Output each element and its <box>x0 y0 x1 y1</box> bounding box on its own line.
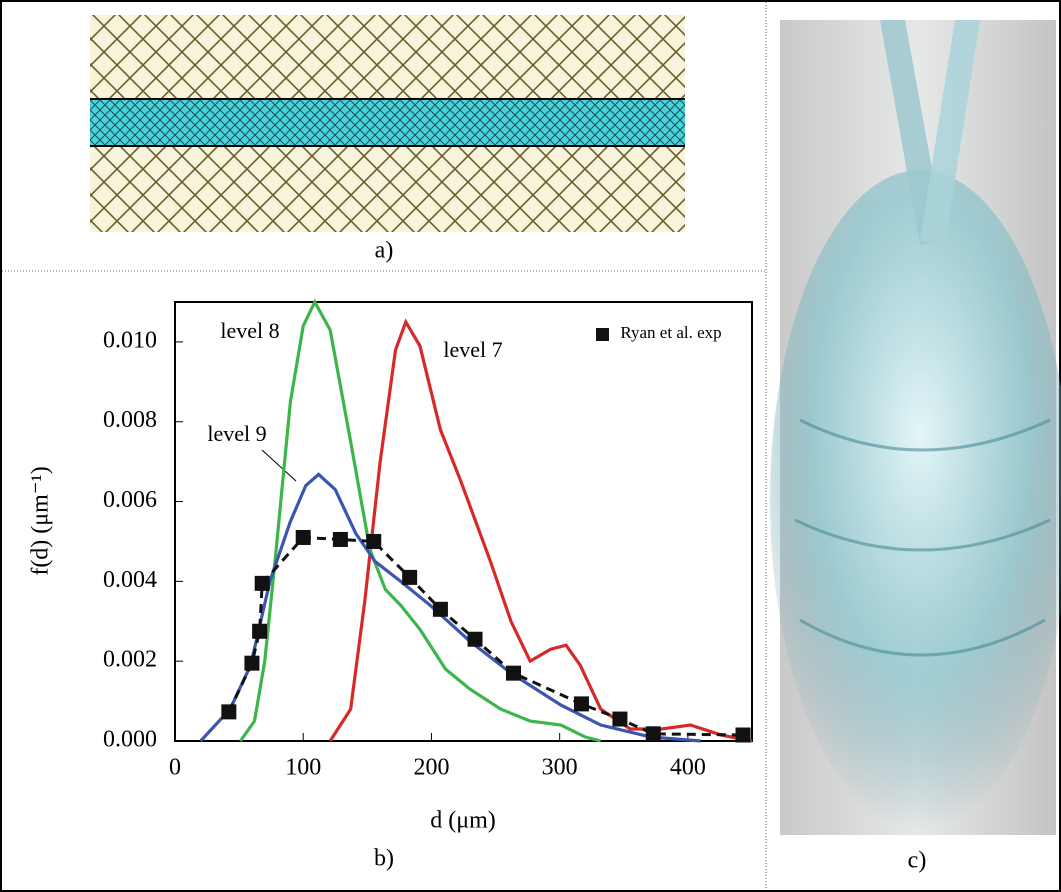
annotation-leader <box>261 449 297 482</box>
series-annotation: level 7 <box>443 337 502 362</box>
series-line <box>239 298 602 743</box>
panel-label: c) <box>908 848 927 874</box>
marker <box>332 531 348 547</box>
legend-label: Ryan et al. exp <box>620 323 722 342</box>
marker <box>295 529 311 545</box>
y-tick-label: 0.002 <box>103 647 157 673</box>
marker <box>432 601 448 617</box>
x-axis-label: d (μm) <box>430 808 496 834</box>
mesh-image <box>90 15 685 232</box>
y-axis-label: f(d) (μm⁻¹) <box>28 466 54 575</box>
y-tick-label: 0.010 <box>103 327 157 353</box>
marker <box>402 569 418 585</box>
x-tick-label: 300 <box>542 755 578 781</box>
marker <box>221 704 237 720</box>
marker <box>467 631 483 647</box>
x-tick-label: 200 <box>413 755 449 781</box>
x-tick-label: 100 <box>285 755 321 781</box>
series-annotation: level 9 <box>207 421 266 446</box>
y-tick-label: 0.006 <box>103 487 157 513</box>
legend-marker <box>596 328 609 341</box>
panel-label: b) <box>374 846 394 872</box>
series-line <box>328 318 753 743</box>
marker <box>645 726 661 742</box>
x-tick-label: 400 <box>670 755 706 781</box>
marker <box>244 655 260 671</box>
plot-frame <box>174 301 753 742</box>
marker <box>612 711 628 727</box>
series-annotation: level 8 <box>220 318 279 343</box>
y-tick-label: 0.008 <box>103 407 157 433</box>
y-tick-label: 0.004 <box>103 567 157 593</box>
marker <box>252 623 268 639</box>
panel-label: a) <box>375 238 394 264</box>
marker <box>573 696 589 712</box>
marker <box>254 575 270 591</box>
x-tick-label: 0 <box>169 755 181 781</box>
dashed-line <box>227 535 744 737</box>
simulation-image <box>770 20 1061 835</box>
series-line <box>199 472 701 743</box>
marker <box>506 665 522 681</box>
marker <box>735 727 751 743</box>
marker <box>366 533 382 549</box>
y-tick-label: 0.000 <box>103 727 157 753</box>
